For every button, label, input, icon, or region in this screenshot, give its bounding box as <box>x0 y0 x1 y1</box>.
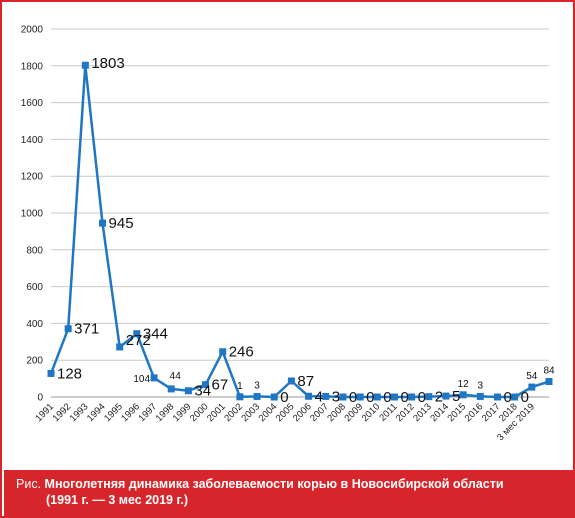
y-tick-label: 1000 <box>21 209 44 220</box>
data-point <box>322 392 330 400</box>
data-label: 34 <box>194 383 211 400</box>
data-label: 0 <box>521 389 529 406</box>
y-tick-label: 1400 <box>21 135 44 146</box>
data-label: 344 <box>143 326 168 343</box>
data-point <box>339 393 347 401</box>
x-tick-label: 1996 <box>119 401 142 424</box>
data-point <box>150 374 158 382</box>
data-label: 0 <box>418 389 426 406</box>
data-point <box>459 391 467 399</box>
y-tick-label: 800 <box>26 245 43 256</box>
x-tick-label: 2016 <box>463 401 486 424</box>
data-point <box>442 392 450 400</box>
data-label: 12 <box>458 379 470 390</box>
data-point <box>305 392 313 400</box>
data-label: 0 <box>280 389 288 406</box>
data-label: 4 <box>315 388 323 405</box>
caption-period: (1991 г. — 3 мес 2019 г.) <box>46 493 189 507</box>
y-tick-label: 1800 <box>21 61 44 72</box>
x-tick-label: 1999 <box>171 401 194 424</box>
y-tick-label: 600 <box>26 282 43 293</box>
data-label: 2 <box>435 389 443 406</box>
data-label: 0 <box>383 389 391 406</box>
x-tick-label: 1994 <box>85 401 108 424</box>
data-label: 1803 <box>91 55 124 72</box>
figure-caption: Рис. Многолетняя динамика заболеваемости… <box>4 470 575 518</box>
x-tick-label: 2004 <box>257 401 280 424</box>
data-point <box>270 393 278 401</box>
data-point <box>287 377 295 385</box>
data-label: 87 <box>297 373 314 390</box>
x-tick-label: 2000 <box>188 401 211 424</box>
y-tick-label: 0 <box>37 393 43 404</box>
data-point <box>408 393 416 401</box>
data-point <box>219 348 227 356</box>
caption-title: Многолетняя динамика заболеваемости корь… <box>44 477 504 491</box>
y-tick-label: 1600 <box>21 98 44 109</box>
data-label: 371 <box>74 321 99 338</box>
x-tick-label: 1998 <box>154 401 177 424</box>
data-label: 945 <box>109 215 134 232</box>
data-point <box>184 387 192 395</box>
data-label: 67 <box>212 377 229 394</box>
data-point <box>236 393 244 401</box>
data-label: 128 <box>57 365 82 382</box>
line-chart: 0200400600800100012001400160018002000199… <box>21 25 555 444</box>
y-tick-label: 1200 <box>21 172 44 183</box>
data-point <box>493 393 501 401</box>
y-tick-label: 400 <box>26 319 43 330</box>
x-tick-label: 1995 <box>102 401 125 424</box>
data-label: 3 <box>478 380 484 391</box>
data-point <box>476 392 484 400</box>
data-point <box>133 330 141 338</box>
y-tick-label: 2000 <box>21 25 44 36</box>
x-tick-label: 2006 <box>291 401 314 424</box>
data-point <box>253 392 261 400</box>
y-tick-label: 200 <box>26 356 43 367</box>
data-point <box>356 393 364 401</box>
data-label: 3 <box>254 380 260 391</box>
data-point <box>545 378 553 386</box>
data-label: 0 <box>366 389 374 406</box>
data-label: 104 <box>133 374 150 385</box>
data-point <box>116 343 124 351</box>
x-tick-label: 2001 <box>205 401 228 424</box>
data-point <box>425 393 433 401</box>
x-tick-label: 2003 <box>239 401 262 424</box>
data-point <box>390 393 398 401</box>
data-label: 0 <box>349 389 357 406</box>
data-label: 3 <box>332 388 340 405</box>
data-point <box>64 325 72 333</box>
data-label: 84 <box>543 366 555 377</box>
data-point <box>99 219 107 227</box>
data-point <box>81 61 89 69</box>
data-point <box>47 369 55 377</box>
data-label: 0 <box>503 389 511 406</box>
x-tick-label: 2017 <box>480 401 503 424</box>
data-label: 0 <box>400 389 408 406</box>
data-point <box>202 381 210 389</box>
data-label: 54 <box>526 371 538 382</box>
data-point <box>511 393 519 401</box>
data-label: 246 <box>229 344 254 361</box>
data-label: 1 <box>237 381 243 392</box>
x-tick-label: 1993 <box>68 401 91 424</box>
x-tick-label: 2002 <box>222 401 245 424</box>
data-label: 44 <box>170 371 182 382</box>
caption-prefix: Рис. <box>16 477 42 491</box>
data-point <box>373 393 381 401</box>
x-tick-label: 1991 <box>33 401 56 424</box>
data-point <box>167 385 175 393</box>
data-label: 272 <box>126 332 151 349</box>
x-tick-label: 1997 <box>136 401 159 424</box>
data-label: 5 <box>452 388 460 405</box>
x-tick-label: 1992 <box>51 401 74 424</box>
data-point <box>528 383 536 391</box>
